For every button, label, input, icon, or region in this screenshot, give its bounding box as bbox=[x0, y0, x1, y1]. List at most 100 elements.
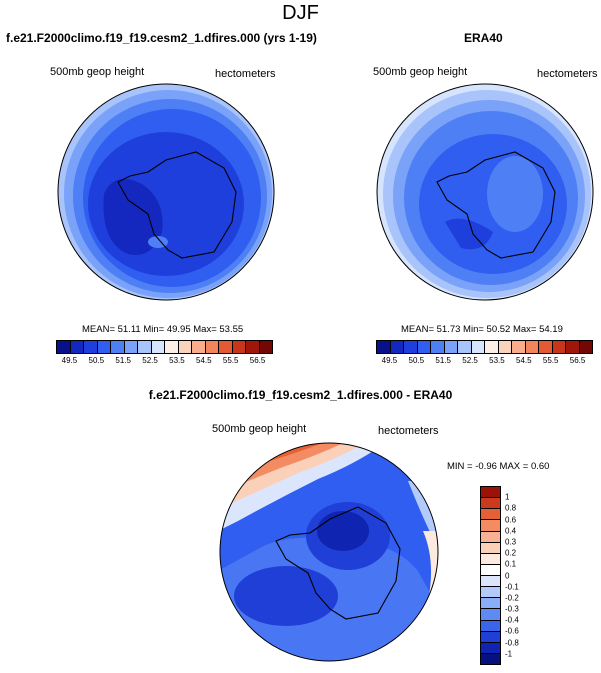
colorbar-tick-label: 53.5 bbox=[489, 356, 505, 365]
colorbar-tick-label: 0.4 bbox=[505, 526, 517, 536]
colorbar-tick-label: 50.5 bbox=[88, 356, 105, 365]
colorbar-swatch bbox=[111, 341, 125, 353]
colorbar-tick-label: -0.8 bbox=[505, 638, 519, 648]
diff-units-label: hectometers bbox=[378, 425, 439, 437]
colorbar-swatch bbox=[219, 341, 233, 353]
left-colorbar bbox=[56, 340, 273, 354]
diff-stats: MIN = -0.96 MAX = 0.60 bbox=[447, 461, 550, 472]
colorbar-tick-label: 56.5 bbox=[569, 356, 586, 365]
diff-panel-title: f.e21.F2000climo.f19_f19.cesm2_1.dfires.… bbox=[148, 388, 453, 402]
colorbar-swatch bbox=[178, 341, 192, 353]
colorbar-swatch bbox=[124, 341, 138, 353]
colorbar-swatch bbox=[481, 498, 500, 510]
left-antarctica-outline bbox=[117, 151, 237, 259]
diff-variable-label: 500mb geop height bbox=[212, 423, 307, 435]
right-polar-map bbox=[376, 83, 594, 301]
colorbar-tick-label: 0 bbox=[505, 571, 510, 580]
colorbar-swatch bbox=[481, 620, 500, 632]
colorbar-swatch bbox=[481, 642, 500, 654]
colorbar-swatch bbox=[259, 341, 272, 353]
colorbar-tick-label: 0.6 bbox=[505, 515, 517, 525]
colorbar-swatch bbox=[498, 341, 512, 353]
colorbar-tick-label: 52.5 bbox=[142, 356, 158, 365]
right-panel-title: ERA40 bbox=[464, 31, 503, 45]
diff-colorbar-ticks: 1 0.8 0.6 0.4 0.3 0.2 0.1 0 -0.1 -0.2 -0.3 -0.4 -0.6… bbox=[505, 486, 535, 663]
colorbar-swatch bbox=[458, 341, 472, 353]
left-panel-title: f.e21.F2000climo.f19_f19.cesm2_1.dfires.… bbox=[6, 31, 317, 45]
colorbar-swatch bbox=[404, 341, 418, 353]
right-variable-label: 500mb geop height bbox=[373, 66, 468, 78]
colorbar-swatch bbox=[151, 341, 165, 353]
colorbar-swatch bbox=[579, 341, 592, 353]
colorbar-tick-label: 51.5 bbox=[435, 356, 451, 365]
colorbar-swatch bbox=[417, 341, 431, 353]
colorbar-swatch bbox=[481, 520, 500, 532]
colorbar-swatch bbox=[377, 341, 391, 353]
colorbar-tick-label: -0.2 bbox=[505, 593, 519, 603]
colorbar-swatch bbox=[481, 576, 500, 588]
colorbar-swatch bbox=[485, 341, 499, 353]
colorbar-swatch bbox=[232, 341, 246, 353]
colorbar-tick-label: 53.5 bbox=[169, 356, 185, 365]
colorbar-swatch bbox=[481, 553, 500, 565]
page-title: DJF bbox=[282, 2, 319, 24]
colorbar-tick-label: 49.5 bbox=[381, 356, 398, 365]
colorbar-tick-label: 1 bbox=[505, 492, 510, 502]
left-units-label: hectometers bbox=[215, 68, 276, 80]
colorbar-swatch bbox=[481, 564, 500, 576]
colorbar-swatch bbox=[481, 587, 500, 599]
colorbar-tick-label: 54.5 bbox=[196, 356, 212, 365]
right-antarctica-outline bbox=[436, 151, 556, 259]
right-units-label: hectometers bbox=[537, 68, 598, 80]
colorbar-tick-label: 0.8 bbox=[505, 503, 517, 513]
colorbar-swatch bbox=[246, 341, 260, 353]
colorbar-swatch bbox=[481, 631, 500, 643]
diff-antarctica-outline bbox=[275, 506, 401, 620]
colorbar-swatch bbox=[539, 341, 553, 353]
right-colorbar bbox=[376, 340, 593, 354]
right-stats: MEAN= 51.73 Min= 50.52 Max= 54.19 bbox=[401, 324, 563, 335]
colorbar-swatch bbox=[481, 653, 500, 664]
colorbar-tick-label: 50.5 bbox=[408, 356, 425, 365]
colorbar-swatch bbox=[481, 487, 500, 499]
diff-polar-map bbox=[219, 442, 439, 662]
colorbar-swatch bbox=[165, 341, 179, 353]
colorbar-swatch bbox=[481, 542, 500, 554]
colorbar-swatch bbox=[471, 341, 485, 353]
colorbar-tick-label: 52.5 bbox=[462, 356, 478, 365]
colorbar-swatch bbox=[444, 341, 458, 353]
colorbar-swatch bbox=[97, 341, 111, 353]
colorbar-tick-label: 51.5 bbox=[115, 356, 131, 365]
colorbar-swatch bbox=[552, 341, 566, 353]
colorbar-tick-label: 0.2 bbox=[505, 548, 517, 558]
left-colorbar-ticks: 49.5 50.5 51.5 52.5 53.5 54.5 55.5 56.5 bbox=[56, 356, 271, 368]
colorbar-swatch bbox=[481, 609, 500, 621]
colorbar-tick-label: -0.3 bbox=[505, 604, 519, 614]
colorbar-swatch bbox=[481, 509, 500, 521]
colorbar-swatch bbox=[70, 341, 84, 353]
colorbar-tick-label: 49.5 bbox=[61, 356, 78, 365]
colorbar-swatch bbox=[431, 341, 445, 353]
right-colorbar-ticks: 49.5 50.5 51.5 52.5 53.5 54.5 55.5 56.5 bbox=[376, 356, 591, 368]
colorbar-tick-label: 55.5 bbox=[542, 356, 559, 365]
colorbar-swatch bbox=[481, 598, 500, 610]
colorbar-swatch bbox=[481, 531, 500, 543]
left-variable-label: 500mb geop height bbox=[50, 66, 145, 78]
colorbar-swatch bbox=[512, 341, 526, 353]
colorbar-swatch bbox=[390, 341, 404, 353]
colorbar-tick-label: -0.1 bbox=[505, 582, 519, 592]
colorbar-swatch bbox=[138, 341, 152, 353]
colorbar-swatch bbox=[566, 341, 580, 353]
colorbar-tick-label: 55.5 bbox=[222, 356, 239, 365]
colorbar-tick-label: 0.3 bbox=[505, 537, 517, 547]
colorbar-tick-label: 54.5 bbox=[516, 356, 532, 365]
colorbar-swatch bbox=[57, 341, 71, 353]
colorbar-swatch bbox=[205, 341, 219, 353]
left-polar-map bbox=[57, 83, 275, 301]
left-stats: MEAN= 51.11 Min= 49.95 Max= 53.55 bbox=[82, 324, 244, 335]
colorbar-tick-label: -0.4 bbox=[505, 615, 519, 625]
colorbar-tick-label: -1 bbox=[505, 649, 513, 659]
colorbar-swatch bbox=[84, 341, 98, 353]
diff-colorbar bbox=[480, 486, 501, 665]
colorbar-swatch bbox=[525, 341, 539, 353]
